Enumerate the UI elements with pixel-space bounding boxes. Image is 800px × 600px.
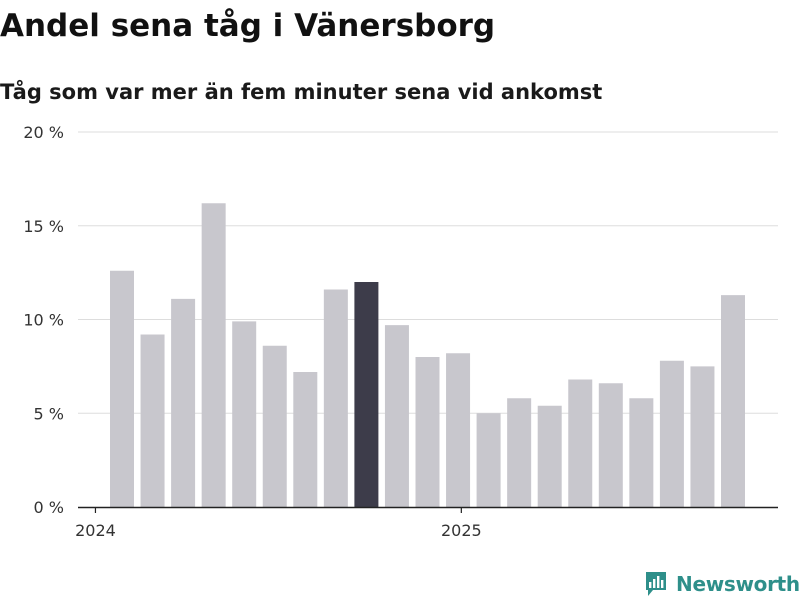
bar — [537, 405, 562, 507]
bar — [354, 282, 379, 507]
bar — [110, 270, 134, 507]
bar — [415, 357, 440, 507]
chart-subtitle: Tåg som var mer än fem minuter sena vid … — [0, 80, 603, 104]
bar — [659, 360, 684, 507]
bar-chart: 0 % 5 % 10 % 15 % 20 % 2024 2025 — [23, 123, 778, 540]
bar — [476, 413, 501, 507]
chart-title: Andel sena tåg i Vänersborg — [0, 8, 496, 44]
bar — [568, 379, 593, 507]
bar — [201, 203, 226, 507]
newsworthy-chart-icon — [646, 572, 666, 596]
y-tick-label: 5 % — [34, 404, 64, 423]
bar — [140, 334, 165, 507]
y-tick-label: 0 % — [34, 498, 64, 517]
bar — [384, 325, 409, 508]
y-tick-label: 10 % — [23, 311, 64, 330]
bar — [293, 372, 318, 507]
newsworthy-logo: Newsworthy — [644, 569, 800, 599]
bar — [232, 321, 257, 508]
x-tick-label: 2024 — [75, 521, 116, 540]
y-axis-ticks: 0 % 5 % 10 % 15 % 20 % — [23, 123, 64, 517]
logo-text: Newsworthy — [676, 572, 800, 596]
bar — [629, 398, 654, 507]
y-tick-label: 20 % — [23, 123, 64, 142]
y-tick-label: 15 % — [23, 217, 64, 236]
x-tick-label: 2025 — [441, 521, 482, 540]
bar — [323, 289, 348, 507]
bar — [507, 398, 532, 507]
bar — [262, 345, 287, 507]
bar — [446, 353, 471, 507]
x-axis-ticks: 2024 2025 — [75, 507, 482, 540]
bar — [598, 383, 623, 507]
bar — [721, 295, 745, 508]
bar — [690, 366, 715, 508]
bars — [110, 203, 745, 508]
bar — [171, 298, 196, 508]
